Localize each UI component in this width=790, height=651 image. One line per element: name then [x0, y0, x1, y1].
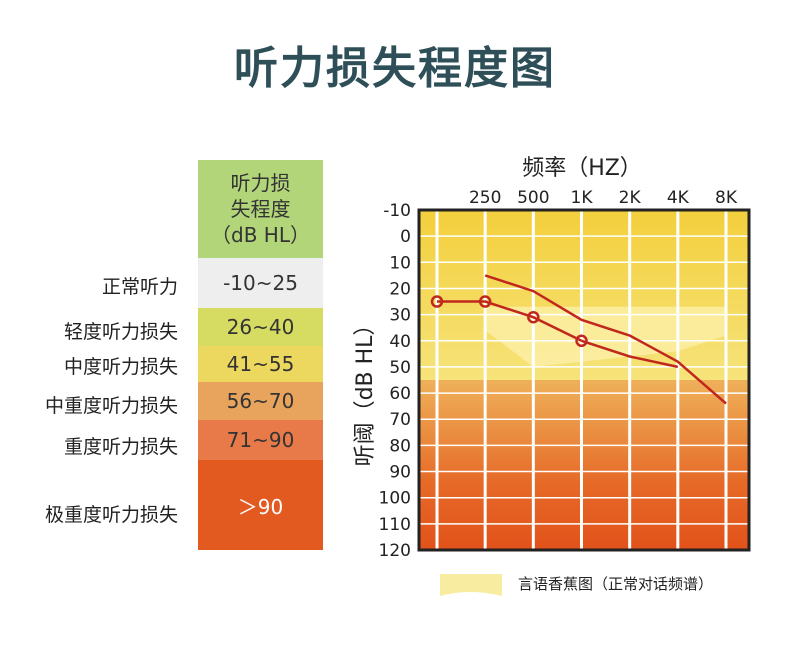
y-tick-label: 60: [389, 384, 411, 404]
y-tick-label: 30: [389, 306, 411, 326]
legend-header-line-2: 失程度: [230, 197, 291, 221]
plot-frame: [417, 208, 751, 552]
series-line-curve-1-ext: [581, 339, 679, 369]
x-tick-label: 250: [469, 188, 501, 208]
y-tick-label: 80: [389, 436, 411, 456]
banana-legend-label: 言语香蕉图（正常对话频谱）: [518, 575, 714, 593]
y-tick-label: -10: [383, 201, 411, 221]
legend-header-line-3: （dB HL）: [211, 223, 310, 247]
x-tick-label: 4K: [667, 188, 690, 208]
legend-header: 听力损 失程度 （dB HL）: [198, 160, 323, 258]
series-line-curve-2: [484, 274, 727, 405]
data-point: [575, 334, 588, 348]
y-tick-label: 100: [379, 489, 411, 509]
x-tick-label: 1K: [571, 188, 594, 208]
y-tick-label: 50: [389, 358, 411, 378]
legend-label: 中重度听力损失: [44, 395, 178, 417]
legend-range: 71~90: [198, 420, 323, 460]
y-tick-label: 90: [389, 463, 411, 483]
legend-label: 重度听力损失: [63, 436, 178, 458]
y-axis-label: 听阈（dB HL）: [353, 314, 378, 467]
y-tick-label: 20: [389, 279, 411, 299]
data-point: [527, 310, 540, 324]
x-tick-label: 8K: [715, 188, 738, 208]
x-tick-label: 2K: [619, 188, 642, 208]
legend-range: 26~40: [198, 308, 323, 346]
chart-axes: 250 500 1K 2K 4K 8K -10 0 10 20 30 40 50 60 70 80 90 100 1…: [379, 188, 751, 561]
y-tick-label: 0: [400, 227, 411, 247]
series-line-curve-1: [437, 300, 583, 342]
legend-range: ＞90: [198, 460, 323, 550]
x-tick-label: 500: [517, 188, 549, 208]
page-title: 听力损失程度图: [234, 43, 556, 94]
chart-grid: [419, 209, 749, 551]
legend-label: 正常听力: [101, 276, 178, 298]
data-point: [430, 295, 444, 308]
y-tick-label: 120: [379, 541, 411, 561]
legend-header-line-1: 听力损: [230, 171, 291, 195]
y-tick-label: 70: [389, 410, 411, 430]
legend-label: 极重度听力损失: [44, 504, 178, 526]
data-point: [478, 295, 492, 308]
chart-bands: [419, 210, 749, 550]
chart-series: [430, 274, 727, 405]
band-lower: [419, 380, 749, 550]
banana-legend-swatch: [440, 574, 502, 596]
y-tick-label: 110: [379, 515, 411, 535]
legend-label: 轻度听力损失: [63, 321, 178, 343]
chart-title: 频率（HZ）: [522, 156, 642, 181]
legend-range: 41~55: [198, 346, 323, 382]
y-tick-label: 40: [389, 332, 411, 352]
legend-label: 中度听力损失: [63, 356, 178, 378]
legend-range: 56~70: [198, 382, 323, 420]
y-tick-label: 10: [389, 253, 411, 273]
legend-range: -10~25: [198, 258, 323, 308]
